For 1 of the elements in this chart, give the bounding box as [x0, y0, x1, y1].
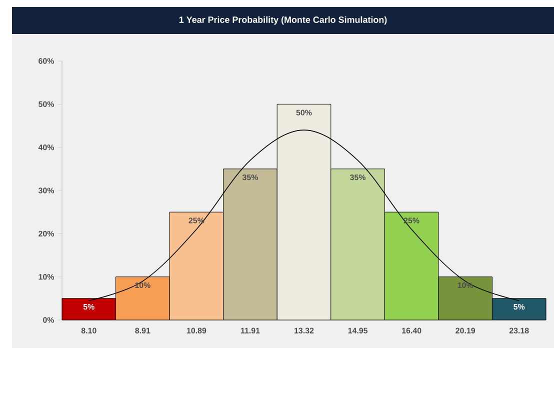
- chart-title: 1 Year Price Probability (Monte Carlo Simulation): [179, 16, 387, 25]
